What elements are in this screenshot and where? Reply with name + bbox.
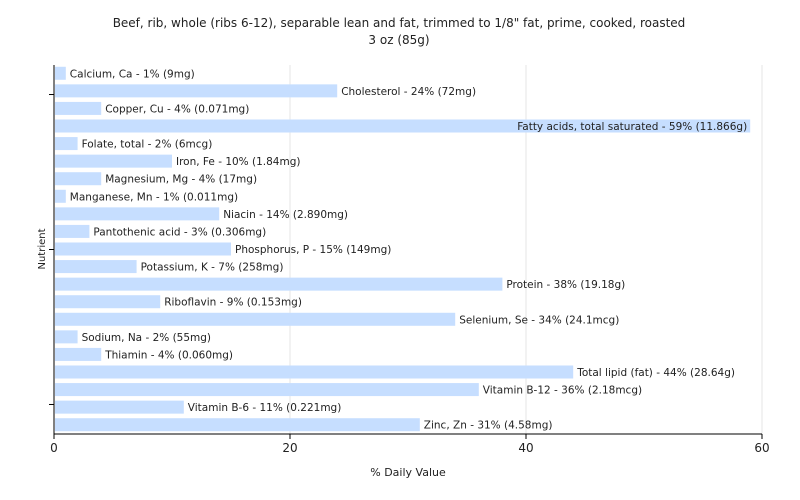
bar <box>55 66 66 80</box>
x-axis-label: % Daily Value <box>370 466 446 479</box>
bar <box>55 84 338 98</box>
x-axis-ticks: 0 20 40 60 <box>50 434 770 455</box>
bar-label: Cholesterol - 24% (72mg) <box>341 86 476 98</box>
bar-label: Vitamin B-12 - 36% (2.18mcg) <box>483 385 642 397</box>
bar-label: Pantothenic acid - 3% (0.306mg) <box>93 226 266 238</box>
bar-label: Folate, total - 2% (6mcg) <box>82 139 213 151</box>
bar <box>55 207 220 221</box>
x-tick-label: 0 <box>50 441 58 455</box>
y-axis-label: Nutrient <box>37 228 48 269</box>
bar-label: Phosphorus, P - 15% (149mg) <box>235 244 391 256</box>
bar <box>55 154 172 168</box>
bar-label: Riboflavin - 9% (0.153mg) <box>164 297 302 309</box>
bar <box>55 189 66 203</box>
bar <box>55 137 78 151</box>
bar <box>55 330 78 344</box>
bar-label: Vitamin B-6 - 11% (0.221mg) <box>188 402 342 414</box>
bar <box>55 119 751 133</box>
bar <box>55 347 102 361</box>
bar <box>55 400 184 414</box>
bar-label: Sodium, Na - 2% (55mg) <box>82 332 211 344</box>
bar-label: Niacin - 14% (2.890mg) <box>223 209 348 221</box>
bar-label: Manganese, Mn - 1% (0.011mg) <box>70 191 238 203</box>
bar <box>55 295 161 309</box>
bar-label: Thiamin - 4% (0.060mg) <box>104 349 233 361</box>
bar-label: Iron, Fe - 10% (1.84mg) <box>176 156 300 168</box>
bar-label: Copper, Cu - 4% (0.071mg) <box>105 103 249 115</box>
bar <box>55 242 231 256</box>
bar-label: Zinc, Zn - 31% (4.58mg) <box>424 420 553 432</box>
bar <box>55 312 456 326</box>
bar <box>55 101 102 115</box>
chart-subtitle: 3 oz (85g) <box>368 33 429 47</box>
bar-label: Potassium, K - 7% (258mg) <box>141 262 284 274</box>
bar <box>55 277 503 291</box>
bar-label: Selenium, Se - 34% (24.1mcg) <box>459 314 619 326</box>
bar-label: Calcium, Ca - 1% (9mg) <box>70 68 195 80</box>
y-axis-ticks <box>49 94 54 405</box>
x-tick-label: 40 <box>518 441 533 455</box>
bar <box>55 418 420 432</box>
bar-label: Fatty acids, total saturated - 59% (11.8… <box>517 121 747 133</box>
bar-label: Total lipid (fat) - 44% (28.64g) <box>576 367 735 379</box>
bar-label: Protein - 38% (19.18g) <box>506 279 625 291</box>
x-tick-label: 60 <box>754 441 769 455</box>
bars <box>55 66 751 432</box>
bar-label: Magnesium, Mg - 4% (17mg) <box>105 174 257 186</box>
bar-labels: Calcium, Ca - 1% (9mg) Cholesterol - 24% … <box>70 68 747 431</box>
bar <box>55 224 90 238</box>
bar <box>55 365 574 379</box>
chart-title: Beef, rib, whole (ribs 6-12), separable … <box>113 16 686 30</box>
bar <box>55 383 479 397</box>
bar <box>55 172 102 186</box>
x-tick-label: 20 <box>282 441 297 455</box>
bar <box>55 260 137 274</box>
